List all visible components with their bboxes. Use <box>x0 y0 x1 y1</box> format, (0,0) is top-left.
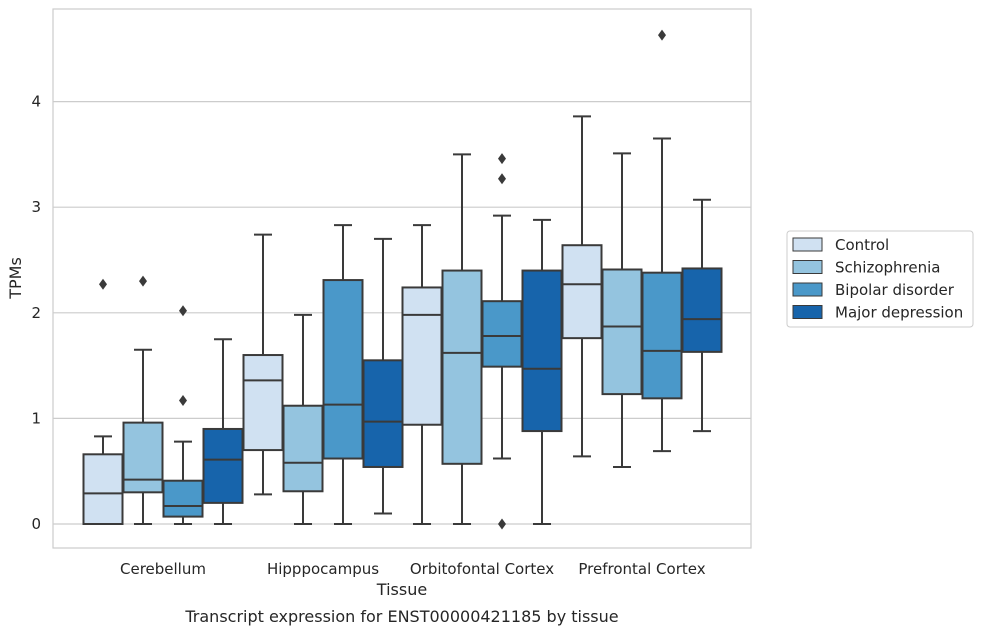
outlier-point <box>498 518 506 530</box>
y-tick-labels: 0 1 2 3 4 <box>31 93 41 533</box>
box-iqr <box>162 479 204 518</box>
box-iqr <box>601 268 643 396</box>
box-group <box>162 305 204 525</box>
y-tick-label: 0 <box>31 515 41 533</box>
legend: Control Schizophrenia Bipolar disorder Majo… <box>786 230 974 328</box>
box-group <box>242 233 284 496</box>
box-group <box>641 29 683 453</box>
box-iqr <box>362 359 404 468</box>
box-group <box>481 153 523 530</box>
y-tick-label: 1 <box>31 409 41 427</box>
x-tick-labels: Cerebellum Hipppocampus Orbitofontal Corte… <box>120 560 706 578</box>
legend-label: Schizophrenia <box>835 259 940 277</box>
box-iqr <box>481 300 523 368</box>
box-iqr <box>242 354 284 452</box>
box-group <box>122 275 164 525</box>
box-iqr <box>401 286 443 426</box>
box-group <box>82 278 124 525</box>
box-group <box>561 115 603 458</box>
box-group <box>322 224 364 525</box>
box-group <box>521 218 563 525</box>
box-iqr <box>641 271 683 400</box>
box-group <box>601 152 643 468</box>
legend-label: Control <box>835 236 889 254</box>
y-axis-label: TPMs <box>6 257 25 300</box>
box-iqr <box>82 453 124 525</box>
outlier-point <box>139 275 147 287</box>
legend-frame <box>786 230 974 328</box>
box-iqr <box>202 427 244 504</box>
box-group <box>441 153 483 525</box>
box-iqr <box>441 269 483 465</box>
box-group <box>282 313 324 525</box>
y-tick-label: 4 <box>31 93 41 111</box>
outlier-point <box>498 153 506 165</box>
box-group <box>202 338 244 525</box>
legend-label: Bipolar disorder <box>835 281 955 299</box>
legend-swatch <box>792 237 823 252</box>
plot-frame <box>52 8 752 549</box>
legend-swatch <box>792 282 823 297</box>
x-tick-label: Orbitofontal Cortex <box>410 560 554 578</box>
legend-swatch <box>792 305 823 319</box>
outlier-point <box>179 305 187 317</box>
x-tick-label: Prefrontal Cortex <box>578 560 705 578</box>
box-iqr <box>322 279 364 460</box>
outlier-point <box>99 278 107 290</box>
x-axis-label: Tissue <box>376 580 427 599</box>
box-iqr <box>122 421 164 494</box>
box-group <box>362 237 404 515</box>
legend-swatch <box>792 260 823 274</box>
outlier-point <box>179 394 187 406</box>
chart-title: Transcript expression for ENST0000042118… <box>184 607 618 626</box>
legend-label: Major depression <box>835 304 963 322</box>
box-iqr <box>282 404 324 493</box>
box-iqr <box>561 244 603 340</box>
outlier-point <box>498 173 506 185</box>
x-tick-label: Cerebellum <box>120 560 206 578</box>
box-iqr <box>521 269 563 433</box>
y-tick-label: 3 <box>31 198 41 216</box>
y-tick-label: 2 <box>31 304 41 322</box>
x-tick-label: Hipppocampus <box>267 560 379 578</box>
box-iqr <box>681 267 723 353</box>
plot-boxes <box>82 29 723 530</box>
outlier-point <box>658 29 666 41</box>
box-group <box>681 198 723 433</box>
box-group <box>401 224 443 525</box>
